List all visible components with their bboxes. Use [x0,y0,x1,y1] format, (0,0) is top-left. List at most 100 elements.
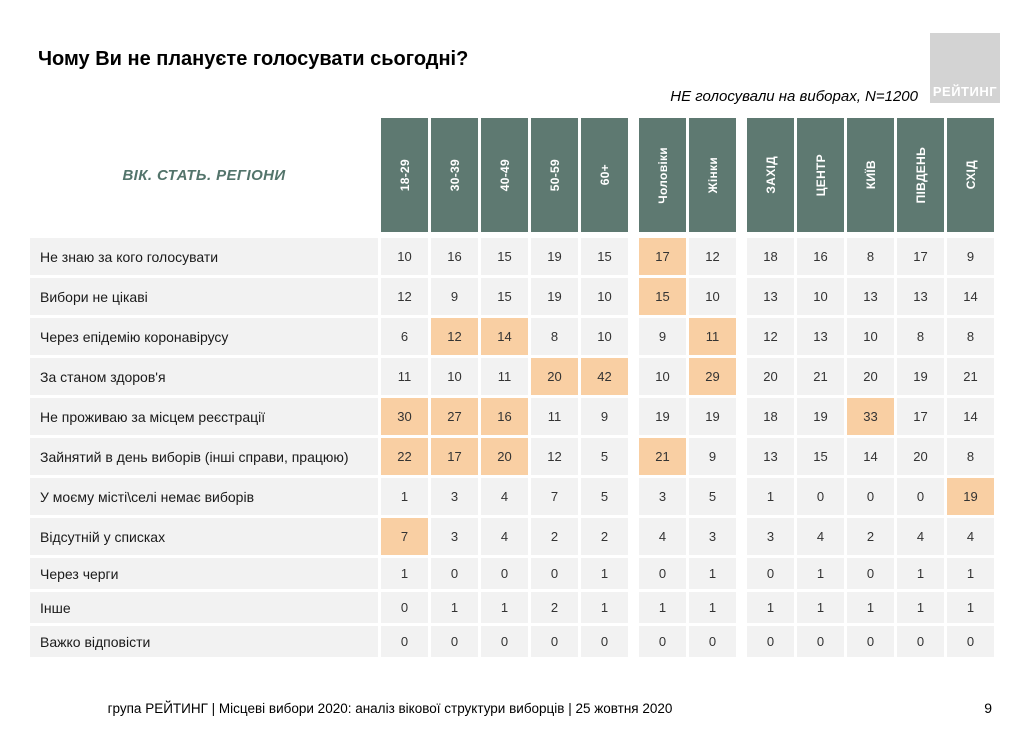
table-row: Не знаю за кого голосувати 10 16 15 19 15 17 12… [30,238,994,275]
table-cell: 9 [431,278,478,315]
column-header-label: СХІД [963,160,978,190]
table-cell: 6 [381,318,428,355]
column-header-label: ПІВДЕНЬ [913,146,928,204]
table-cell: 1 [847,592,894,623]
table-cell: 9 [581,398,628,435]
table-cell: 5 [581,438,628,475]
table-cell: 3 [689,518,736,555]
row-label: Не знаю за кого голосувати [30,238,378,275]
column-header-label: Чоловіки [655,146,670,204]
table-cell: 11 [381,358,428,395]
table-cell: 16 [481,398,528,435]
table-cell: 16 [431,238,478,275]
table-header-row: ВІК. СТАТЬ. РЕГІОНИ 18-29 30-39 40-49 50-59… [30,118,994,232]
table-cell: 1 [581,558,628,589]
table-cell: 0 [531,626,578,657]
table-cell: 0 [797,478,844,515]
column-header-label: 18-29 [397,158,412,192]
table-cell: 19 [797,398,844,435]
footer-caption: група РЕЙТИНГ | Місцеві вибори 2020: ана… [107,701,673,716]
column-header: КИЇВ [847,118,894,232]
table-cell: 2 [531,518,578,555]
table-cell: 4 [639,518,686,555]
table-cell: 0 [381,592,428,623]
table-cell: 1 [947,558,994,589]
column-header: 50-59 [531,118,578,232]
column-header-label: 60+ [597,164,612,186]
table-cell: 1 [897,558,944,589]
table-cell: 0 [639,558,686,589]
table-cell: 4 [897,518,944,555]
table-body: Не знаю за кого голосувати 10 16 15 19 15 17 12… [30,238,994,657]
table-cell: 14 [947,398,994,435]
table-cell: 15 [797,438,844,475]
page-title: Чому Ви не плануєте голосувати сьогодні? [38,48,469,70]
table-cell: 0 [847,626,894,657]
table-row: Вибори не цікаві 12 9 15 19 10 15 10 13 10 13 13 14 [30,278,994,315]
table-cell: 8 [531,318,578,355]
table-cell: 0 [747,626,794,657]
row-label: Не проживаю за місцем реєстрації [30,398,378,435]
table-cell: 13 [847,278,894,315]
table-cell: 27 [431,398,478,435]
table-cell: 9 [639,318,686,355]
table-cell: 1 [381,558,428,589]
table-cell: 42 [581,358,628,395]
table-cell: 5 [689,478,736,515]
row-label: Відсутній у списках [30,518,378,555]
table-cell: 10 [581,318,628,355]
row-label: Вибори не цікаві [30,278,378,315]
table-cell: 1 [481,592,528,623]
table-cell: 15 [639,278,686,315]
table-cell: 1 [747,478,794,515]
column-header-label: 40-49 [497,158,512,192]
table-cell: 10 [797,278,844,315]
table-cell: 0 [381,626,428,657]
page-number: 9 [984,700,992,716]
table-cell: 3 [431,478,478,515]
table-cell: 30 [381,398,428,435]
corner-cell: ВІК. СТАТЬ. РЕГІОНИ [30,118,378,232]
table-cell: 21 [797,358,844,395]
column-header: Жінки [689,118,736,232]
table-cell: 0 [847,558,894,589]
table-cell: 19 [947,478,994,515]
table-cell: 20 [747,358,794,395]
column-header: ЦЕНТР [797,118,844,232]
table-cell: 12 [531,438,578,475]
table-cell: 18 [747,238,794,275]
table-cell: 0 [431,558,478,589]
table-cell: 10 [689,278,736,315]
row-label: Через черги [30,558,378,589]
table-cell: 8 [947,318,994,355]
sample-note: НЕ голосували на виборах, N=1200 [670,88,918,105]
table-cell: 2 [847,518,894,555]
table-cell: 1 [797,558,844,589]
row-label: За станом здоров'я [30,358,378,395]
table-cell: 5 [581,478,628,515]
column-header-label: 30-39 [447,158,462,192]
table-cell: 7 [381,518,428,555]
column-header-label: ЗАХІД [763,156,778,194]
column-header-label: КИЇВ [863,160,878,190]
table-cell: 15 [481,238,528,275]
table-cell: 19 [897,358,944,395]
table-cell: 1 [689,558,736,589]
row-label: Інше [30,592,378,623]
table-row: Через епідемію коронавірусу 6 12 14 8 10 9 11 12… [30,318,994,355]
table-cell: 1 [747,592,794,623]
table-cell: 19 [639,398,686,435]
table-cell: 0 [581,626,628,657]
row-label: Важко відповісти [30,626,378,657]
table-cell: 8 [847,238,894,275]
column-header: ЗАХІД [747,118,794,232]
table-cell: 19 [689,398,736,435]
column-header-label: 50-59 [547,158,562,192]
table-cell: 1 [381,478,428,515]
table-cell: 1 [639,592,686,623]
table-cell: 4 [481,478,528,515]
table-cell: 21 [947,358,994,395]
table-cell: 1 [431,592,478,623]
table-cell: 10 [581,278,628,315]
